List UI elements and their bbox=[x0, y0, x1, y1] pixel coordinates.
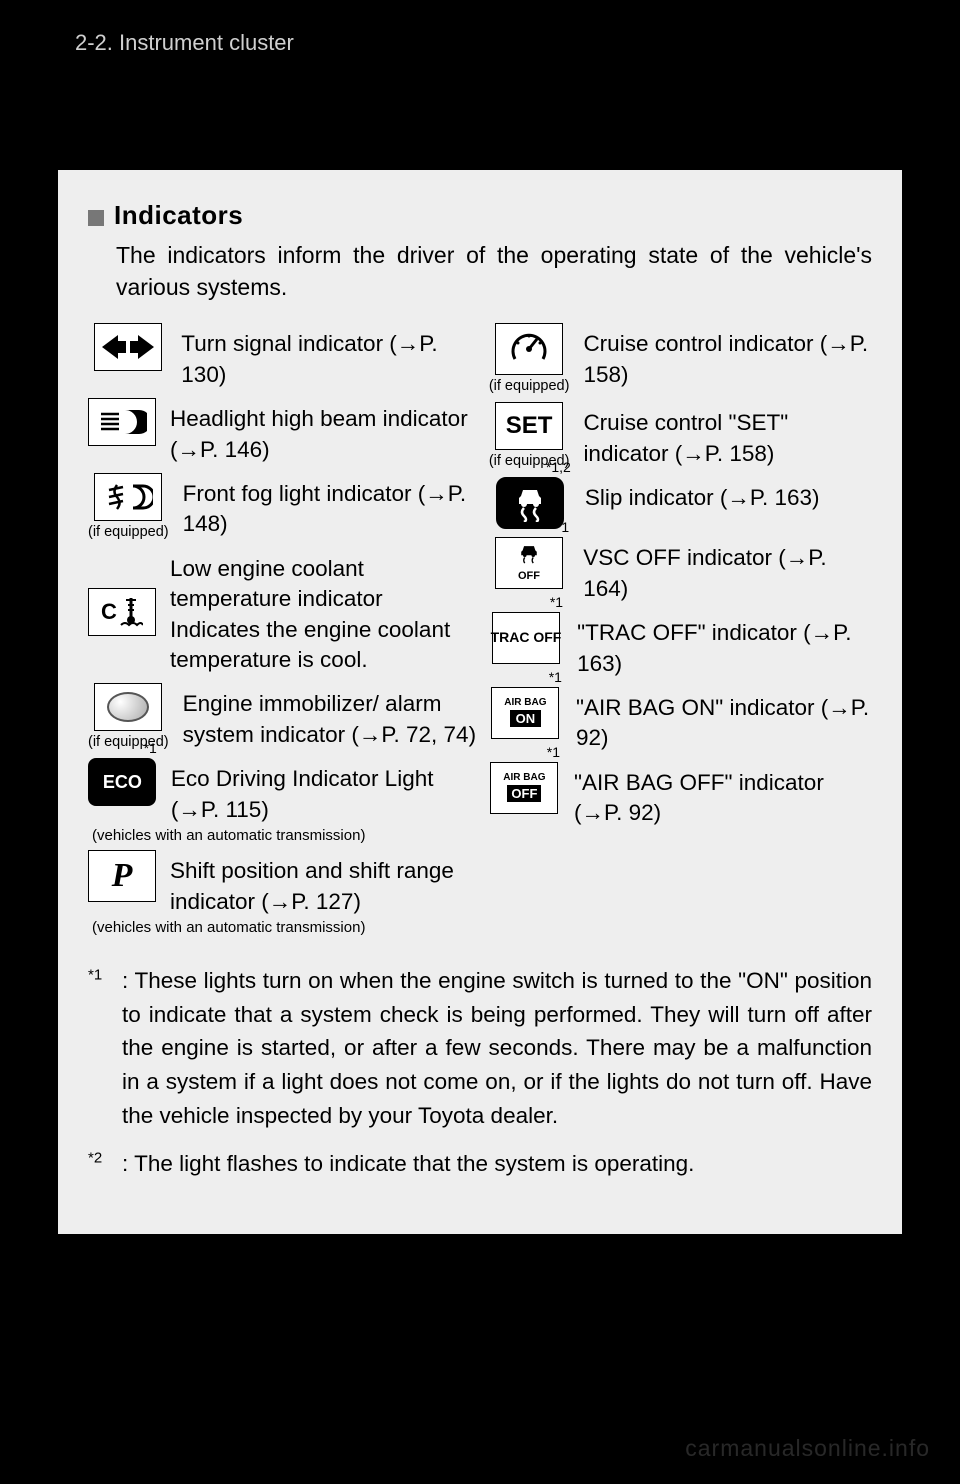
indicator-desc: Engine immobilizer/ alarm system indicat… bbox=[183, 683, 479, 750]
icon-sub: (if equipped) bbox=[489, 378, 570, 394]
indicator-row: Turn signal indicator (→P. 130) bbox=[88, 323, 479, 390]
footnote-text: : These lights turn on when the engine s… bbox=[122, 964, 872, 1133]
cruise-icon bbox=[495, 323, 563, 375]
indicator-row: C Low engine coolant temperature indicat… bbox=[88, 548, 479, 676]
indicator-row: (if equipped) Cruise control indicator (… bbox=[489, 323, 872, 394]
indicator-row: Headlight high beam indicator (→P. 146) bbox=[88, 398, 479, 465]
shift-pos-icon: P bbox=[88, 850, 156, 902]
airbag-state: ON bbox=[510, 710, 542, 727]
indicator-row: *1 OFF VSC OFF indicator (→P. 164) bbox=[489, 537, 872, 604]
indicator-columns: Turn signal indicator (→P. 130) Headligh… bbox=[88, 323, 872, 942]
indicator-desc: VSC OFF indicator (→P. 164) bbox=[583, 537, 872, 604]
indicator-desc: "AIR BAG ON" indicator (→P. 92) bbox=[576, 687, 872, 754]
section-bullet-icon bbox=[88, 210, 104, 226]
row-note: (vehicles with an automatic transmission… bbox=[92, 827, 479, 844]
iconbox: *1 ECO bbox=[88, 758, 157, 806]
airbag-state: OFF bbox=[507, 785, 541, 802]
high-beam-icon bbox=[88, 398, 156, 446]
watermark: carmanualsonline.info bbox=[685, 1435, 930, 1462]
icon-sup: *1 bbox=[550, 594, 563, 610]
row-note: (vehicles with an automatic transmission… bbox=[92, 919, 479, 936]
indicator-desc: Turn signal indicator (→P. 130) bbox=[181, 323, 479, 390]
iconbox: C bbox=[88, 588, 156, 636]
left-column: Turn signal indicator (→P. 130) Headligh… bbox=[88, 323, 479, 942]
cruise-set-icon: SET bbox=[495, 402, 563, 450]
indicator-row: (if equipped) Front fog light indicator … bbox=[88, 473, 479, 540]
icon-sup: *1 bbox=[556, 519, 569, 535]
iconbox: P bbox=[88, 850, 156, 902]
vsc-off-label: OFF bbox=[518, 570, 540, 582]
iconbox: (if equipped) bbox=[489, 323, 570, 394]
indicator-desc: Cruise control "SET" indicator (→P. 158) bbox=[583, 402, 872, 469]
footnote-row: *1 : These lights turn on when the engin… bbox=[88, 964, 872, 1133]
airbag-label: AIR BAG bbox=[503, 773, 545, 783]
iconbox: (if equipped) bbox=[88, 473, 169, 540]
airbag-off-icon: AIR BAG OFF bbox=[490, 762, 558, 814]
footnotes: *1 : These lights turn on when the engin… bbox=[88, 964, 872, 1181]
indicator-row: P Shift position and shift range indicat… bbox=[88, 850, 479, 917]
icon-sup: *1,2 bbox=[546, 459, 571, 475]
iconbox bbox=[88, 323, 167, 374]
footnote-num: *2 bbox=[88, 1147, 116, 1181]
airbag-on-icon: AIR BAG ON bbox=[491, 687, 559, 739]
footnote-row: *2 : The light flashes to indicate that … bbox=[88, 1147, 872, 1181]
coolant-c-label: C bbox=[101, 599, 117, 625]
indicator-desc: "TRAC OFF" indicator (→P. 163) bbox=[577, 612, 872, 679]
footnote-num: *1 bbox=[88, 964, 116, 1133]
iconbox: *1 AIR BAG ON bbox=[489, 687, 562, 739]
indicator-row: *1,2 Slip indicator (→P. 163) bbox=[489, 477, 872, 529]
airbag-label: AIR BAG bbox=[504, 698, 546, 708]
immobilizer-icon bbox=[94, 683, 162, 731]
section-title-row: Indicators bbox=[88, 200, 872, 231]
icon-sub: (if equipped) bbox=[88, 524, 169, 540]
indicator-row: *1 ECO Eco Driving Indicator Light (→P. … bbox=[88, 758, 479, 825]
section-title: Indicators bbox=[114, 200, 243, 231]
iconbox: *1 TRAC OFF bbox=[489, 612, 563, 664]
page-header: 2-2. Instrument cluster bbox=[0, 0, 960, 170]
indicator-desc: Eco Driving Indicator Light (→P. 115) bbox=[171, 758, 479, 825]
trac-off-icon: TRAC OFF bbox=[492, 612, 560, 664]
icon-sup: *1 bbox=[547, 744, 560, 760]
iconbox: *1 OFF bbox=[489, 537, 569, 589]
icon-sup: *1 bbox=[549, 669, 562, 685]
indicator-desc: "AIR BAG OFF" indicator (→P. 92) bbox=[574, 762, 872, 829]
indicator-desc: Front fog light indicator (→P. 148) bbox=[183, 473, 479, 540]
breadcrumb: 2-2. Instrument cluster bbox=[75, 30, 294, 55]
indicator-desc: Cruise control indicator (→P. 158) bbox=[583, 323, 872, 390]
indicator-row: *1 TRAC OFF "TRAC OFF" indicator (→P. 16… bbox=[489, 612, 872, 679]
icon-sup: *1 bbox=[144, 740, 157, 756]
indicator-desc: Shift position and shift range indicator… bbox=[170, 850, 479, 917]
iconbox bbox=[88, 398, 156, 446]
section-intro: The indicators inform the driver of the … bbox=[116, 239, 872, 303]
indicator-desc: Low engine coolant temperature indicator… bbox=[170, 548, 479, 676]
indicator-row: *1 AIR BAG OFF "AIR BAG OFF" indicator (… bbox=[489, 762, 872, 829]
coolant-icon: C bbox=[88, 588, 156, 636]
eco-icon: ECO bbox=[88, 758, 156, 806]
iconbox: *1 AIR BAG OFF bbox=[489, 762, 560, 814]
vsc-off-icon: OFF bbox=[495, 537, 563, 589]
content-panel: Indicators The indicators inform the dri… bbox=[58, 170, 902, 1234]
turn-signal-icon bbox=[94, 323, 162, 371]
footnote-text: : The light flashes to indicate that the… bbox=[122, 1147, 694, 1181]
indicator-desc: Headlight high beam indicator (→P. 146) bbox=[170, 398, 479, 465]
fog-light-icon bbox=[94, 473, 162, 521]
indicator-desc: Slip indicator (→P. 163) bbox=[585, 477, 820, 513]
slip-icon bbox=[496, 477, 564, 529]
right-column: (if equipped) Cruise control indicator (… bbox=[489, 323, 872, 942]
